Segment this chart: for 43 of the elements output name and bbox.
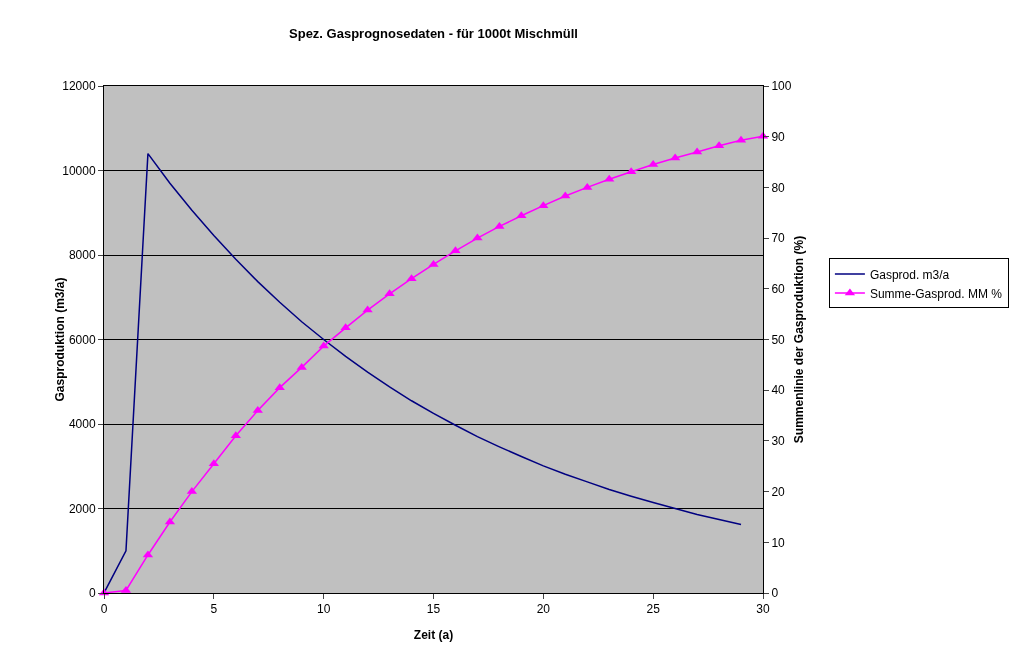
point (604, 174, 615, 182)
x-axis-title: Zeit (a) (413, 628, 454, 642)
y-tick-label: 12000 (62, 79, 96, 94)
y2-tick-label: 60 (771, 282, 786, 296)
y2-tick-label: 30 (771, 434, 786, 449)
x-tick-label: 30 (756, 602, 770, 617)
point (340, 323, 351, 331)
x-tick-label: 5 (210, 602, 218, 617)
y2-tick-label: 100 (771, 79, 792, 94)
y-tick-label: 4000 (68, 417, 96, 432)
y2-tick-label: 80 (771, 180, 786, 195)
point (494, 221, 505, 229)
y2-tick-label: 40 (771, 383, 786, 398)
y-tick-label: 2000 (68, 501, 96, 516)
y-axis-title: Gasproduktion (m3/a) (52, 277, 67, 402)
point (516, 211, 527, 219)
legend-label: Summe-Gasprod. MM % (869, 286, 1003, 301)
point (230, 431, 241, 439)
y-tick-label: 0 (88, 586, 96, 601)
point (384, 289, 395, 297)
y-tick-label: 8000 (68, 248, 96, 263)
x-tick-label: 0 (100, 602, 108, 617)
y2-tick-label: 70 (771, 231, 786, 246)
legend-label: Gasprod. m3/a (869, 267, 950, 282)
point (582, 182, 593, 190)
y2-tick-label: 50 (771, 332, 786, 347)
x-tick-label: 20 (536, 602, 551, 617)
x-tick-label: 25 (646, 602, 661, 617)
point (560, 191, 571, 199)
point (296, 362, 307, 370)
chart-title: Spez. Gasprognosedaten - für 1000t Mischmüll (289, 26, 578, 42)
y2-tick-label: 90 (771, 129, 786, 144)
y2-axis-title: Summenlinie der Gasproduktion (%) (792, 235, 806, 444)
point (450, 246, 461, 254)
x-tick-label: 15 (426, 602, 441, 617)
point (252, 405, 263, 413)
y2-tick-label: 10 (771, 535, 786, 550)
y2-tick-label: 0 (771, 586, 779, 601)
y2-tick-label: 20 (771, 484, 786, 499)
y-tick-label: 6000 (68, 332, 96, 347)
x-tick-label: 10 (316, 602, 331, 617)
y-tick-label: 10000 (62, 163, 96, 178)
point (428, 259, 439, 267)
